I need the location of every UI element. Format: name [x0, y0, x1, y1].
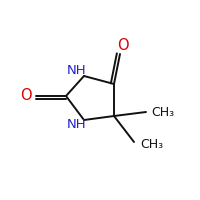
- Text: O: O: [117, 38, 129, 53]
- Text: CH₃: CH₃: [140, 138, 163, 152]
- Text: NH: NH: [67, 118, 87, 132]
- Text: NH: NH: [67, 64, 87, 77]
- Text: O: O: [20, 88, 32, 104]
- Text: CH₃: CH₃: [151, 106, 174, 118]
